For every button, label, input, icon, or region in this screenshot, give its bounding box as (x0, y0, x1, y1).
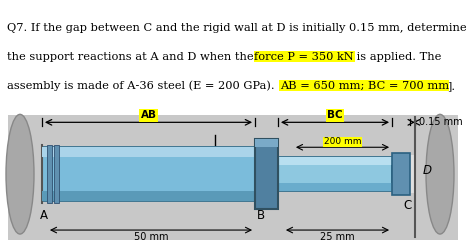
Bar (54, 145, 59, 203)
Text: ].: ]. (447, 81, 455, 91)
Ellipse shape (6, 114, 34, 234)
Text: 200 mm: 200 mm (324, 137, 361, 146)
Text: BC: BC (327, 110, 343, 120)
Ellipse shape (426, 114, 454, 234)
Text: is applied. The: is applied. The (353, 52, 441, 62)
Bar (275, 157, 392, 165)
Text: assembly is made of A-36 steel (E = 200 GPa). [: assembly is made of A-36 steel (E = 200 … (7, 81, 283, 91)
Text: AB = 650 mm; BC = 700 mm: AB = 650 mm; BC = 700 mm (280, 81, 449, 91)
Text: AB: AB (140, 110, 156, 120)
Text: the support reactions at A and D when the: the support reactions at A and D when th… (7, 52, 257, 62)
Text: B: B (257, 209, 265, 222)
Text: 25 mm: 25 mm (320, 232, 355, 242)
Bar (392, 153, 410, 195)
Bar (47, 145, 52, 203)
Bar (275, 157, 392, 191)
Bar (410, 155, 415, 193)
Text: 50 mm: 50 mm (134, 232, 168, 242)
Text: C: C (404, 199, 412, 212)
Bar (42, 147, 258, 157)
Text: A: A (40, 209, 48, 222)
Text: 0.15 mm: 0.15 mm (419, 117, 463, 127)
Text: 0.5 P: 0.5 P (350, 169, 380, 179)
Bar (8, 115, 458, 240)
Text: D: D (423, 164, 432, 177)
Bar (42, 191, 258, 201)
Bar (255, 139, 278, 147)
Bar (42, 147, 258, 201)
Bar (275, 183, 392, 191)
Bar (255, 139, 278, 209)
PathPatch shape (275, 157, 278, 191)
Text: force P = 350 kN: force P = 350 kN (255, 52, 354, 62)
Text: P: P (150, 166, 160, 179)
Text: Q7. If the gap between C and the rigid wall at D is initially 0.15 mm, determine: Q7. If the gap between C and the rigid w… (7, 23, 466, 33)
